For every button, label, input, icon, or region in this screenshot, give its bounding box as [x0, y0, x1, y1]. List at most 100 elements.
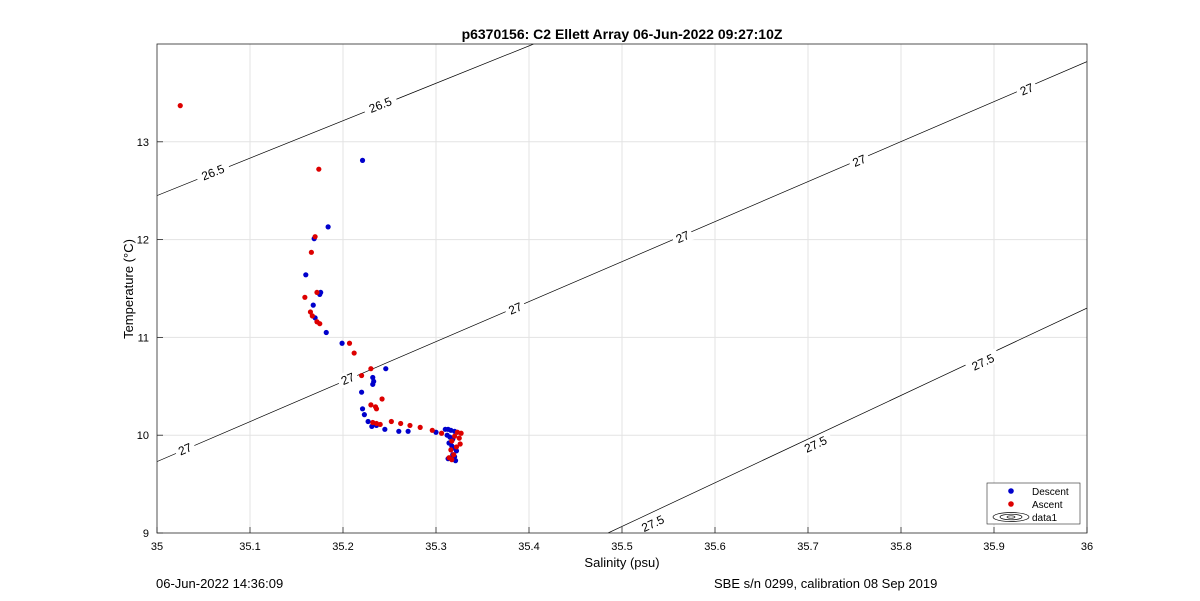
descent-point [339, 340, 345, 346]
contour-label-bg [670, 226, 695, 248]
ascent-point [368, 402, 374, 408]
contour-label-bg [172, 438, 197, 460]
legend: Descent Ascent data1 [986, 482, 1081, 525]
ascent-point [417, 424, 423, 430]
contour-line-27.5 [607, 307, 1087, 533]
ascent-point [308, 249, 314, 255]
descent-point [323, 329, 329, 336]
ascent-point [312, 234, 318, 240]
y-axis-label: Temperature (°C) [121, 239, 136, 339]
contour-label-bg [634, 509, 672, 537]
ascent-point [309, 313, 315, 319]
x-tick-label: 36 [1081, 541, 1093, 553]
contour-label-bg [335, 368, 360, 389]
contour-label-bg [847, 150, 872, 171]
descent-point [370, 374, 376, 381]
contour-label-text: 27 [339, 370, 357, 388]
x-tick-label: 35.7 [797, 541, 818, 553]
ascent-point [316, 166, 322, 172]
descent-point [370, 381, 376, 387]
descent-point [382, 426, 388, 432]
descent-point [359, 389, 365, 395]
ascent-point [302, 294, 308, 300]
x-tick-label: 35.9 [983, 541, 1004, 553]
ascent-point [379, 396, 385, 402]
ascent-point [449, 438, 455, 444]
data-series [177, 103, 464, 464]
legend-descent-marker [1008, 488, 1014, 494]
legend-descent-label: Descent [1032, 487, 1069, 498]
ascent-point [456, 435, 462, 441]
x-tick-label: 35.3 [425, 541, 446, 553]
contour-label-bg [194, 159, 232, 185]
ascent-point [407, 422, 413, 429]
ascent-point [177, 103, 183, 109]
ascent-point [359, 372, 365, 379]
descent-point [383, 366, 389, 372]
y-tick-label: 10 [137, 430, 149, 442]
ascent-point [453, 444, 460, 450]
contour-label-text: 27 [506, 299, 524, 317]
contour-label-27: 27 [172, 438, 197, 460]
x-axis-label: Salinity (psu) [584, 555, 659, 570]
contour-label-text: 27 [850, 152, 868, 170]
ascent-point [388, 418, 394, 425]
ascent-point [398, 420, 404, 427]
x-tick-label: 35.8 [890, 541, 911, 553]
legend-ascent-label: Ascent [1032, 500, 1063, 511]
contour-label-27: 27 [847, 150, 872, 171]
descent-point [369, 423, 375, 429]
contour-line-27 [157, 61, 1087, 462]
contour-label-text: 27 [1018, 80, 1036, 98]
ascent-point [438, 430, 445, 436]
chart-title: p6370156: C2 Ellett Array 06-Jun-2022 09… [462, 26, 783, 42]
x-tick-label: 35 [151, 541, 163, 553]
ascent-point [351, 350, 357, 356]
y-tick-label: 13 [137, 137, 149, 149]
descent-point [310, 302, 316, 308]
legend-ascent-marker [1008, 501, 1014, 507]
descent-point [396, 428, 402, 434]
ascent-point [429, 427, 435, 433]
x-tick-label: 35.6 [704, 541, 725, 553]
x-tick-label: 35.4 [518, 541, 539, 553]
grid [157, 44, 1087, 533]
series-ascent [177, 103, 464, 463]
contour-label-bg [361, 91, 399, 118]
ascent-point [449, 457, 455, 463]
contour-label-bg [964, 348, 1002, 376]
y-tick-label: 9 [143, 528, 149, 540]
ascent-point [373, 420, 380, 427]
descent-point [453, 448, 460, 454]
descent-point [359, 406, 366, 412]
descent-point [325, 224, 331, 230]
x-tick-label: 35.2 [332, 541, 353, 553]
descent-point [405, 428, 411, 434]
axes: 35 35.1 35.2 35.3 35.4 35.5 35.6 35.7 35.8 35.9 36… [137, 137, 1093, 553]
contour-label-27: 27 [335, 368, 360, 389]
contour-label-27: 27 [1014, 78, 1039, 100]
contour-label-bg [797, 430, 834, 458]
descent-point [361, 412, 367, 418]
footer-calibration: SBE s/n 0299, calibration 08 Sep 2019 [714, 576, 938, 591]
ascent-point [451, 452, 457, 458]
ascent-point [373, 406, 380, 412]
contour-label-bg [503, 297, 528, 319]
ascent-point [346, 340, 353, 346]
contour-label-27: 27 [670, 226, 695, 248]
x-tick-label: 35.1 [239, 541, 260, 553]
legend-data1-label: data1 [1032, 513, 1057, 524]
legend-contour-icon [992, 512, 1030, 522]
ascent-point [457, 441, 463, 447]
ascent-point [458, 430, 464, 436]
x-tick-label: 35.5 [611, 541, 632, 553]
legend-box [986, 482, 1081, 525]
ascent-point [448, 447, 454, 453]
ascent-point [368, 366, 374, 372]
y-tick-label: 12 [137, 235, 149, 247]
contour-label-text: 27 [674, 228, 692, 246]
footer-timestamp: 06-Jun-2022 14:36:09 [156, 576, 284, 591]
descent-point [359, 157, 366, 163]
